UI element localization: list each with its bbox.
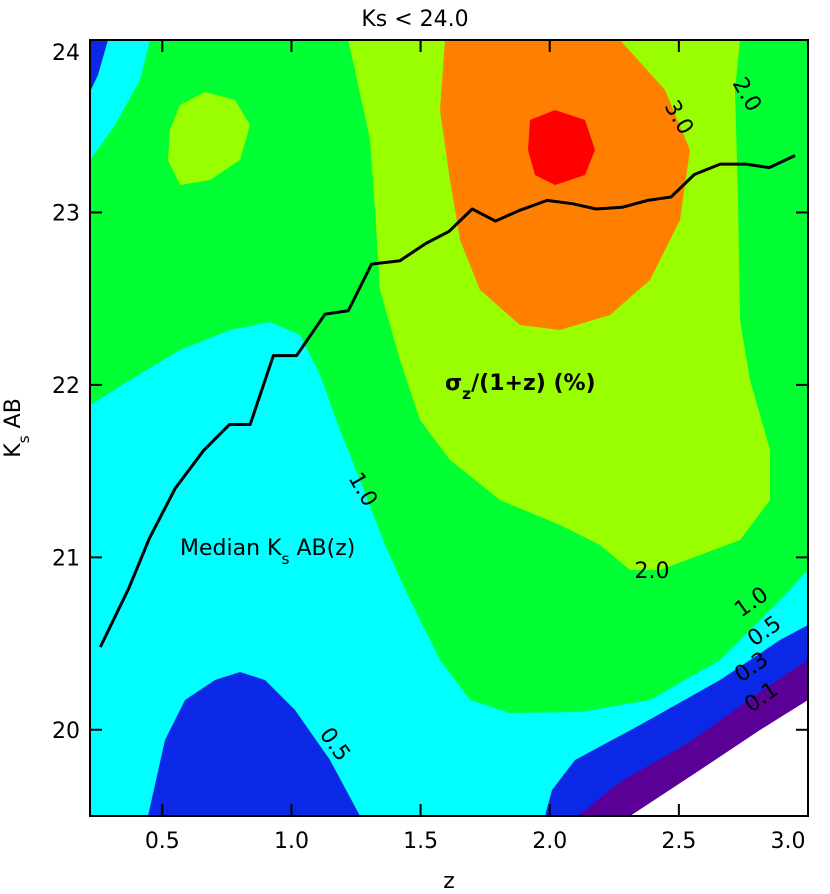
contour-region — [90, 40, 108, 92]
x-tick-label: 3.0 — [771, 829, 806, 854]
contour-region — [630, 700, 808, 816]
plot-frame — [89, 39, 809, 817]
y-tick-label: 24 — [52, 41, 80, 66]
y-tick-label: 20 — [52, 719, 80, 744]
annotation: Median Ks AB(z) — [180, 536, 355, 568]
text-part: K — [1, 443, 26, 458]
contour-fill — [90, 40, 808, 816]
x-tick-label: 2.5 — [661, 829, 696, 854]
contour-region — [168, 92, 250, 185]
x-tick-label: 2.0 — [532, 829, 567, 854]
subscript: s — [15, 435, 33, 443]
chart-title: Ks < 24.0 — [361, 7, 468, 32]
contour-label: 2.0 — [635, 559, 670, 584]
y-tick-label: 22 — [52, 374, 80, 399]
subscript: z — [462, 385, 471, 403]
subscript: s — [281, 550, 289, 568]
x-tick-label: 0.5 — [145, 829, 180, 854]
text-part: AB(z) — [289, 536, 355, 561]
median-line — [98, 154, 796, 648]
y-tick-label: 21 — [52, 546, 80, 571]
text-part: σ — [445, 371, 462, 396]
x-axis-label: z — [443, 869, 455, 894]
y-tick-label: 23 — [52, 201, 80, 226]
text-part: AB — [1, 398, 26, 435]
contour-region — [440, 40, 690, 330]
annotation: σz/(1+z) (%) — [445, 371, 596, 403]
x-tick-label: 1.5 — [403, 829, 438, 854]
x-tick-label: 1.0 — [274, 829, 309, 854]
text-part: /(1+z) (%) — [471, 371, 596, 396]
contour-region — [528, 110, 595, 185]
text-part: Median K — [180, 536, 282, 561]
y-axis-label: Ks AB — [1, 398, 33, 458]
contour-region — [90, 40, 150, 160]
contour-region — [148, 672, 360, 816]
